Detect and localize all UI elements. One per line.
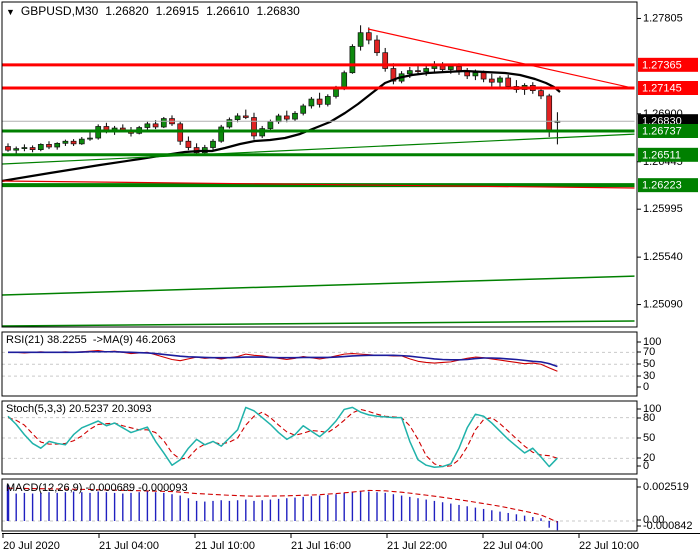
svg-text:0: 0 (643, 381, 649, 393)
svg-text:1.27365: 1.27365 (642, 59, 682, 71)
pane-frames (1, 1, 700, 534)
svg-text:1.26737: 1.26737 (642, 125, 682, 137)
ma-line (2, 69, 561, 183)
svg-text:1.25540: 1.25540 (643, 251, 683, 263)
ohlc-low: 1.26610 (206, 4, 250, 18)
macd-indicator-label: MACD(12,26,9) -0.000689 -0.000093 (6, 482, 188, 494)
stoch-pane (2, 406, 635, 468)
rsi-ma-line (8, 350, 558, 368)
stoch-k-line (7, 406, 558, 468)
svg-text:20 Jul 2020: 20 Jul 2020 (3, 540, 60, 552)
svg-text:70: 70 (643, 346, 655, 358)
svg-text:1.26511: 1.26511 (642, 149, 681, 161)
rsi-indicator-label: RSI(21) 38.2255 ->MA(9) 46.2063 (6, 334, 176, 346)
trend-lines[interactable] (2, 28, 637, 327)
macd-signal-line (7, 487, 558, 523)
svg-text:22 Jul 04:00: 22 Jul 04:00 (483, 540, 543, 552)
svg-text:80: 80 (643, 412, 655, 424)
rsi-pane (2, 350, 635, 377)
macd-pane (2, 485, 635, 531)
ohlc-close: 1.26830 (256, 4, 300, 18)
svg-text:20: 20 (643, 452, 655, 464)
svg-text:30: 30 (643, 370, 655, 382)
svg-text:0: 0 (643, 460, 649, 472)
stoch-d-line (7, 408, 558, 468)
svg-text:100: 100 (643, 336, 661, 348)
svg-text:50: 50 (643, 358, 655, 370)
svg-text:1.25090: 1.25090 (643, 299, 683, 311)
stoch-indicator-label: Stoch(5,3,3) 20.5237 20.3093 (6, 403, 152, 415)
rsi-line (8, 350, 558, 372)
svg-text:0.002519: 0.002519 (643, 481, 689, 493)
svg-text:1.27805: 1.27805 (643, 12, 683, 24)
svg-text:50: 50 (643, 432, 655, 444)
svg-text:1.25995: 1.25995 (643, 203, 683, 215)
horizontal-levels[interactable] (2, 63, 637, 188)
symbol-period-label: GBPUSD,M30 (20, 4, 99, 18)
macd-scale: 0.002519 0.00-0.000842 (637, 481, 693, 532)
svg-text:1.27145: 1.27145 (642, 83, 682, 95)
time-axis: 20 Jul 2020 21 Jul 04:00 21 Jul 10:00 21 Ju… (2, 533, 639, 552)
svg-text:21 Jul 22:00: 21 Jul 22:00 (387, 540, 447, 552)
svg-text:-0.000842: -0.000842 (643, 520, 693, 532)
svg-text:0.00: 0.00 (643, 514, 664, 526)
main-pane (2, 25, 637, 327)
ohlc-open: 1.26820 (105, 4, 149, 18)
svg-text:100: 100 (643, 403, 661, 415)
price-axis: 1.278051.269001.264451.259951.255401.250… (637, 12, 698, 311)
svg-text:1.26223: 1.26223 (642, 180, 682, 192)
price-badges: 1.273651.271451.268301.267371.265111.262… (638, 57, 698, 193)
ohlc-high: 1.26915 (155, 4, 200, 18)
chart-title: ▼ GBPUSD,M30 1.26820 1.26915 1.26610 1.26830 (6, 4, 300, 18)
svg-text:22 Jul 10:00: 22 Jul 10:00 (579, 540, 639, 552)
svg-text:21 Jul 16:00: 21 Jul 16:00 (291, 540, 351, 552)
svg-text:21 Jul 04:00: 21 Jul 04:00 (99, 540, 159, 552)
chart-dropdown-icon[interactable]: ▼ (6, 7, 15, 17)
svg-text:21 Jul 10:00: 21 Jul 10:00 (195, 540, 255, 552)
macd-histogram (6, 485, 559, 531)
